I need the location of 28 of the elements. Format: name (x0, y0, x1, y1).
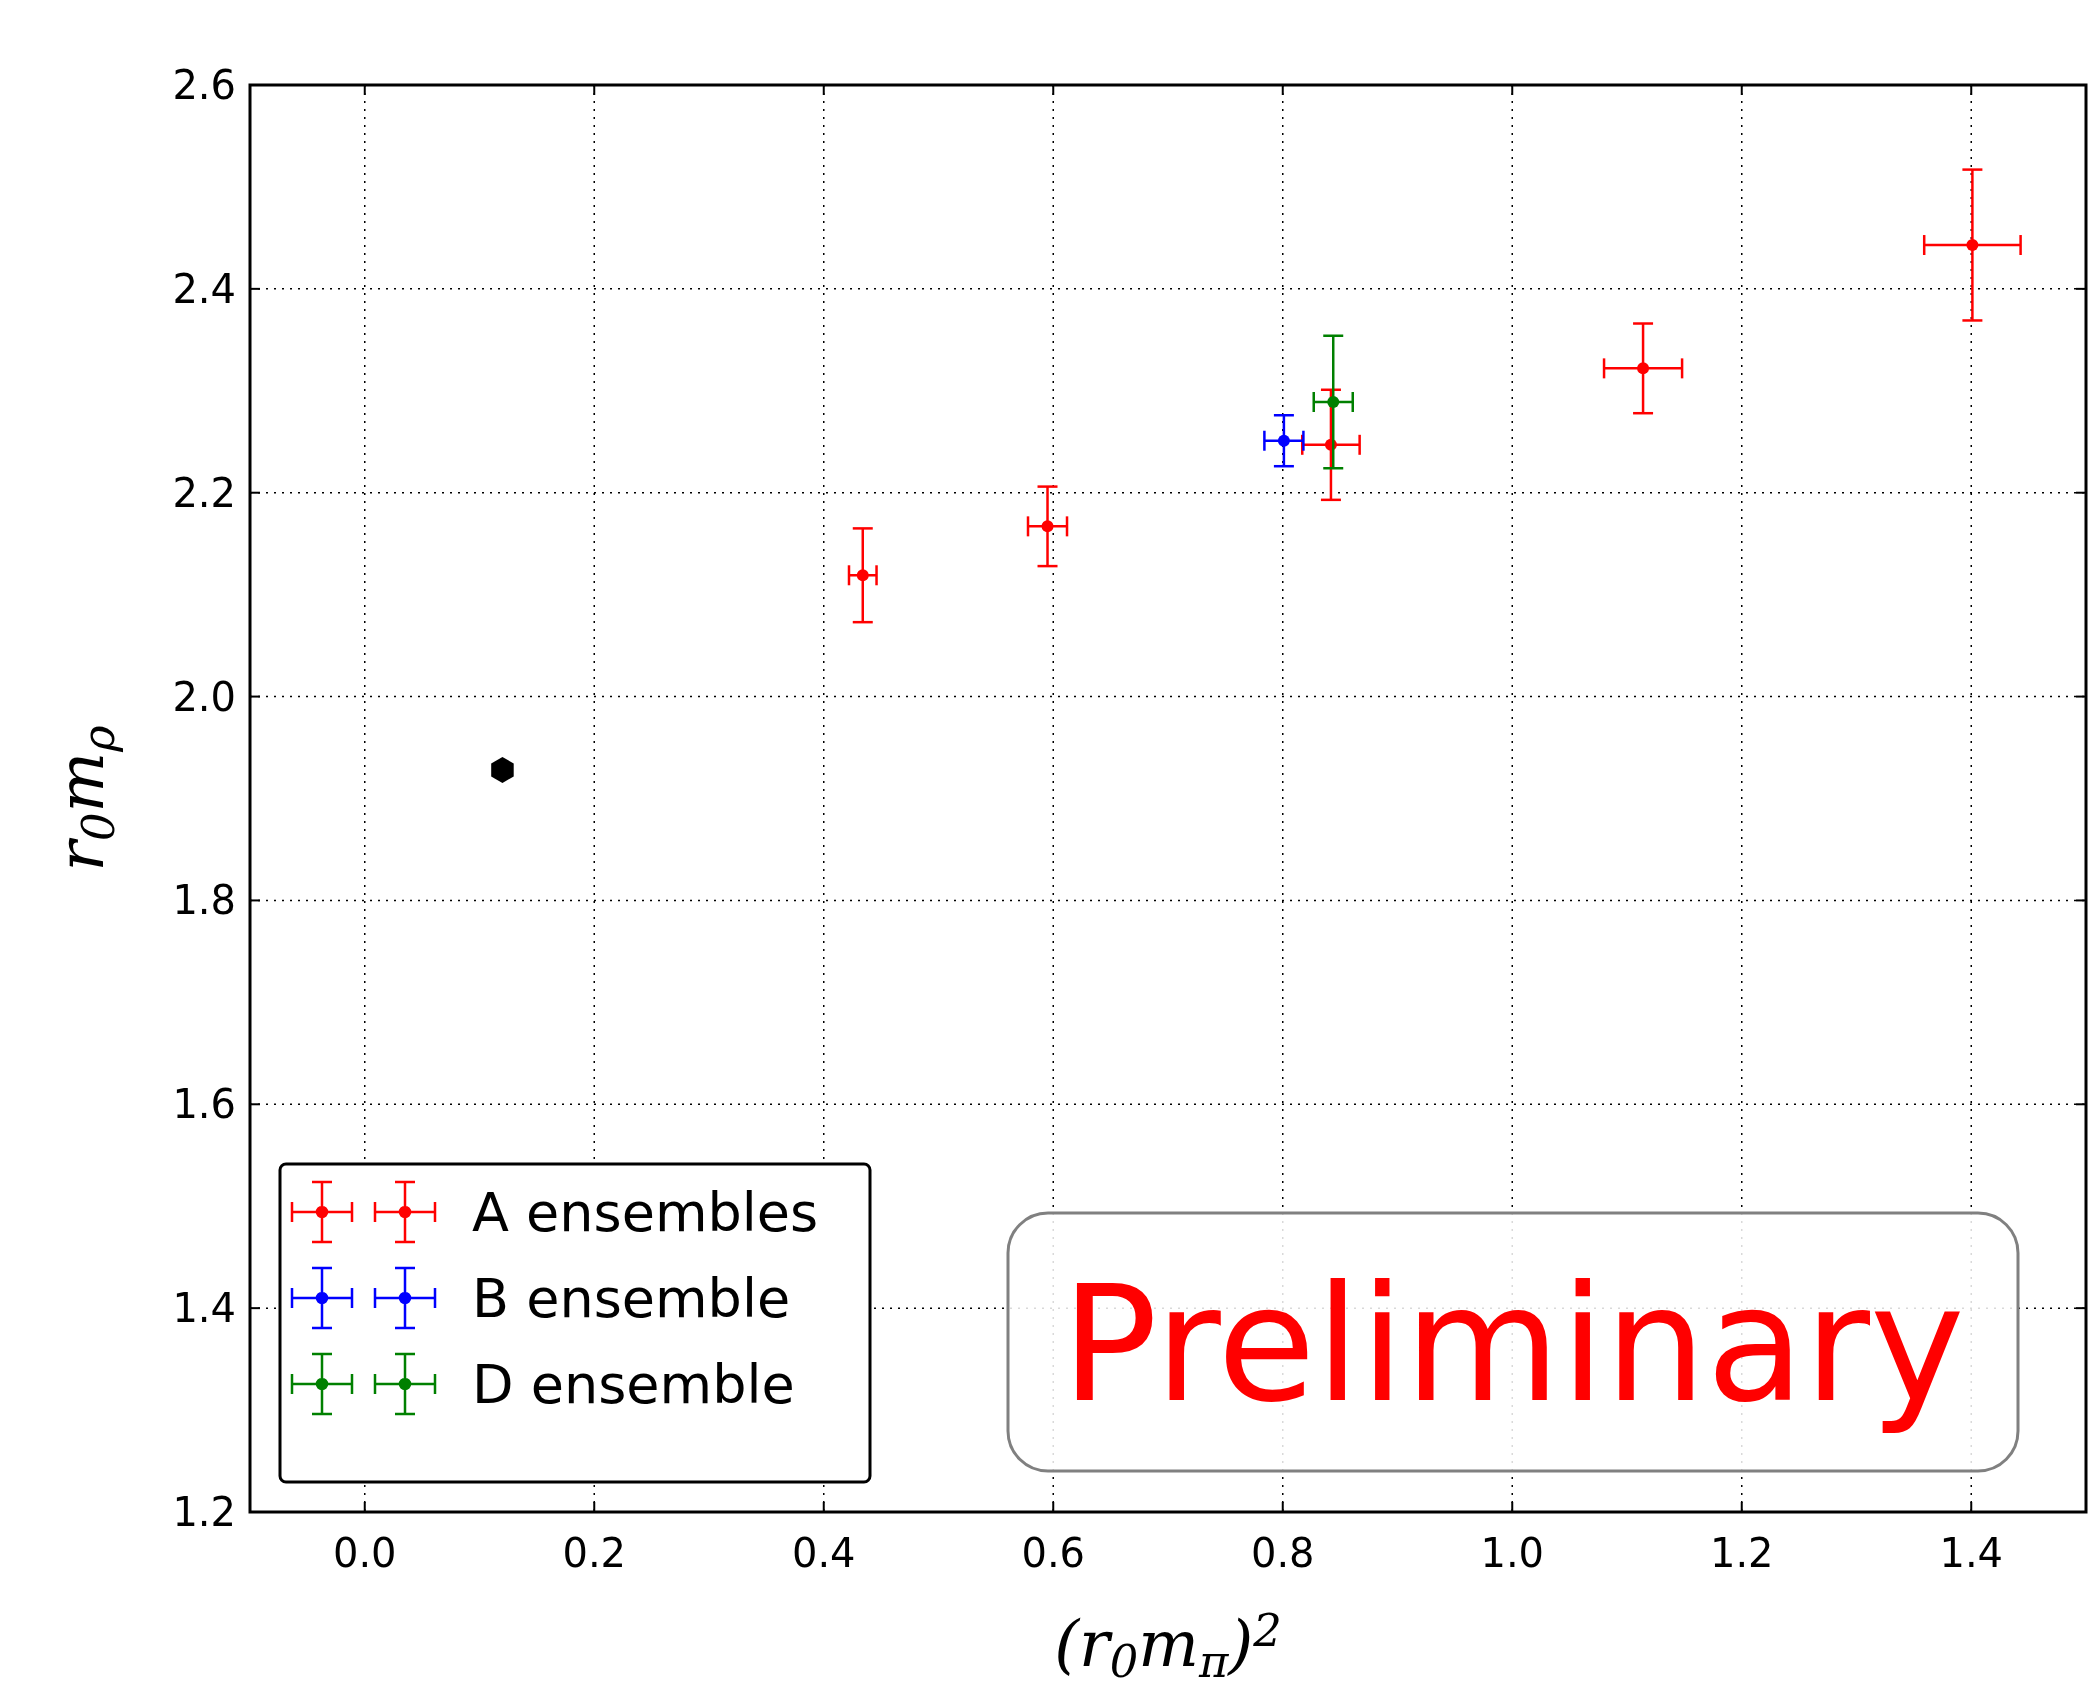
legend-label: D ensemble (472, 1353, 795, 1416)
x-tick-label: 1.0 (1480, 1530, 1545, 1576)
x-tick-label: 0.2 (562, 1530, 627, 1576)
y-tick-label: 1.6 (172, 1081, 236, 1128)
x-tick-label: 1.2 (1709, 1530, 1774, 1576)
annotation: Preliminary (1061, 1251, 1965, 1438)
y-tick-label: 1.8 (172, 877, 236, 924)
x-axis-title: (r$_{0}$m$_{π}$)$^{2}$ (1054, 1603, 1282, 1681)
x-tick-label: 0.0 (332, 1530, 397, 1576)
y-tick-label: 1.4 (172, 1285, 236, 1332)
point (1637, 362, 1650, 375)
point (491, 756, 514, 783)
x-tick-label: 0.6 (1021, 1530, 1086, 1576)
y-tick-label: 2.4 (172, 265, 236, 312)
point (1277, 434, 1290, 447)
point (1041, 520, 1054, 533)
x-tick-label: 0.8 (1250, 1530, 1315, 1576)
y-tick-label: 2.0 (172, 673, 236, 720)
legend-label: B ensemble (472, 1267, 791, 1330)
y-tick-label: 2.6 (172, 62, 236, 108)
y-tick-label: 2.2 (172, 469, 236, 516)
x-tick-label: 0.4 (791, 1530, 856, 1576)
x-tick-label: 1.4 (1939, 1530, 2004, 1576)
legend-label: A ensembles (472, 1181, 819, 1244)
y-tick-label: 1.2 (172, 1489, 236, 1535)
point (1966, 239, 1979, 252)
point (1327, 396, 1340, 408)
point (856, 569, 869, 582)
